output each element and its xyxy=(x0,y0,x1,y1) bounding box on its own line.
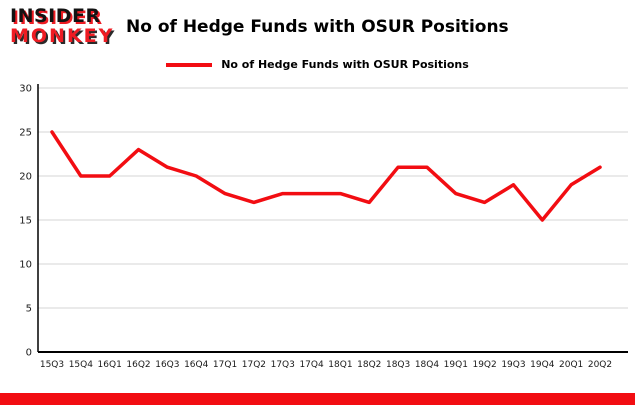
insider-monkey-logo: INSIDER MONKEY xyxy=(10,5,115,47)
x-tick-label: 17Q1 xyxy=(213,360,237,370)
chart-legend: No of Hedge Funds with OSUR Positions xyxy=(0,58,635,71)
x-tick-label: 19Q1 xyxy=(444,360,468,370)
x-tick-label: 16Q3 xyxy=(155,360,179,370)
x-tick-label: 18Q4 xyxy=(415,360,440,370)
y-tick-label: 5 xyxy=(26,304,32,315)
x-tick-label: 16Q4 xyxy=(184,360,209,370)
page-title: No of Hedge Funds with OSUR Positions xyxy=(126,16,509,37)
brand-bottom-bar xyxy=(0,393,635,405)
x-tick-label: 17Q2 xyxy=(242,360,266,370)
legend-line-swatch xyxy=(166,62,213,67)
y-tick-label: 15 xyxy=(19,216,32,227)
x-tick-label: 18Q3 xyxy=(386,360,410,370)
x-tick-label: 15Q4 xyxy=(69,360,94,370)
y-tick-label: 30 xyxy=(19,84,32,95)
x-tick-label: 19Q4 xyxy=(530,360,555,370)
x-tick-label: 16Q2 xyxy=(126,360,150,370)
logo-line-insider: INSIDER xyxy=(10,5,101,27)
legend-label: No of Hedge Funds with OSUR Positions xyxy=(221,58,469,71)
x-tick-label: 17Q4 xyxy=(299,360,324,370)
data-line-series xyxy=(50,130,602,222)
x-tick-label: 20Q1 xyxy=(559,360,583,370)
x-tick-label: 16Q1 xyxy=(98,360,122,370)
y-tick-label: 0 xyxy=(26,348,32,359)
header: INSIDER MONKEY No of Hedge Funds with OS… xyxy=(10,5,509,47)
x-tick-label: 19Q3 xyxy=(501,360,525,370)
line-chart: 0 5 10 15 20 25 30 15Q3 15Q4 16Q1 16Q2 16Q3 16Q4 17Q1… xyxy=(19,84,628,370)
x-tick-label: 18Q1 xyxy=(328,360,352,370)
x-tick-label: 17Q3 xyxy=(271,360,295,370)
y-tick-label: 25 xyxy=(19,128,32,139)
x-tick-label: 20Q2 xyxy=(588,360,612,370)
x-tick-label: 18Q2 xyxy=(357,360,381,370)
y-tick-label: 20 xyxy=(19,172,32,183)
y-tick-label: 10 xyxy=(19,260,32,271)
x-tick-label: 19Q2 xyxy=(472,360,496,370)
x-tick-label: 15Q3 xyxy=(40,360,64,370)
logo-line-monkey: MONKEY xyxy=(10,24,115,47)
